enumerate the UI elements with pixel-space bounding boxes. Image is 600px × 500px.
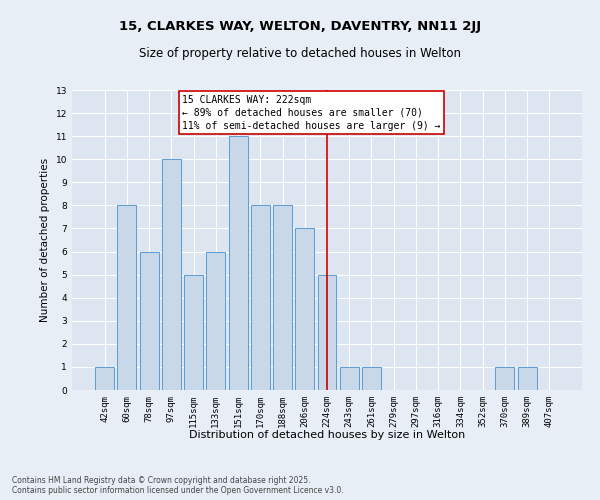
- Y-axis label: Number of detached properties: Number of detached properties: [40, 158, 50, 322]
- X-axis label: Distribution of detached houses by size in Welton: Distribution of detached houses by size …: [189, 430, 465, 440]
- Bar: [162, 159, 181, 390]
- Bar: [362, 367, 381, 390]
- Bar: [340, 367, 359, 390]
- Bar: [295, 228, 314, 390]
- Bar: [251, 206, 270, 390]
- Bar: [317, 274, 337, 390]
- Bar: [118, 206, 136, 390]
- Bar: [140, 252, 158, 390]
- Text: Size of property relative to detached houses in Welton: Size of property relative to detached ho…: [139, 48, 461, 60]
- Bar: [229, 136, 248, 390]
- Text: Contains HM Land Registry data © Crown copyright and database right 2025.
Contai: Contains HM Land Registry data © Crown c…: [12, 476, 344, 495]
- Bar: [518, 367, 536, 390]
- Bar: [184, 274, 203, 390]
- Bar: [273, 206, 292, 390]
- Bar: [206, 252, 225, 390]
- Text: 15, CLARKES WAY, WELTON, DAVENTRY, NN11 2JJ: 15, CLARKES WAY, WELTON, DAVENTRY, NN11 …: [119, 20, 481, 33]
- Text: 15 CLARKES WAY: 222sqm
← 89% of detached houses are smaller (70)
11% of semi-det: 15 CLARKES WAY: 222sqm ← 89% of detached…: [182, 94, 441, 131]
- Bar: [95, 367, 114, 390]
- Bar: [496, 367, 514, 390]
